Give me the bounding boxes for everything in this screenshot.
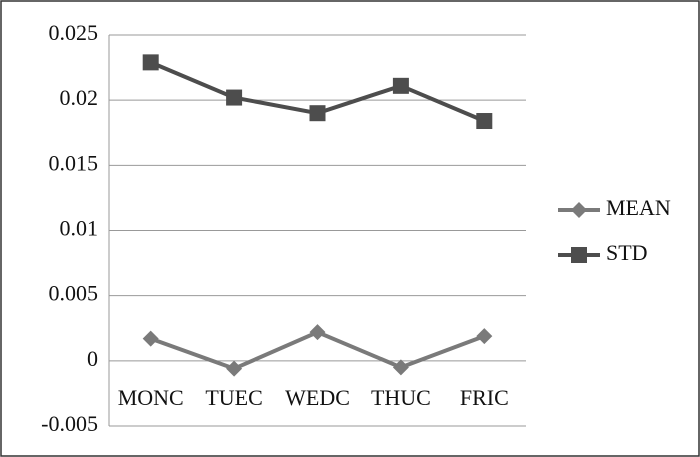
marker (571, 247, 587, 263)
y-tick-label: 0.02 (60, 85, 99, 110)
marker (571, 202, 587, 218)
y-tick-label: 0.025 (49, 20, 99, 45)
marker (476, 113, 493, 130)
x-tick-label: WEDC (285, 385, 350, 410)
marker (309, 105, 326, 122)
marker (392, 359, 409, 376)
marker (142, 54, 159, 71)
marker (392, 77, 409, 94)
x-tick-label: FRIC (460, 385, 509, 410)
y-tick-label: 0.01 (60, 216, 99, 241)
marker (309, 324, 326, 341)
y-tick-label: 0.015 (49, 150, 99, 175)
x-tick-label: THUC (371, 385, 431, 410)
marker (226, 360, 243, 377)
y-tick-label: -0.005 (41, 411, 98, 436)
marker (476, 328, 493, 345)
marker (226, 89, 243, 106)
x-tick-label: MONC (118, 385, 184, 410)
marker (142, 330, 159, 347)
y-tick-label: 0.005 (49, 281, 99, 306)
x-tick-label: TUEC (205, 385, 262, 410)
y-tick-label: 0 (87, 346, 98, 371)
legend-label: STD (606, 240, 648, 265)
legend-label: MEAN (606, 195, 671, 220)
